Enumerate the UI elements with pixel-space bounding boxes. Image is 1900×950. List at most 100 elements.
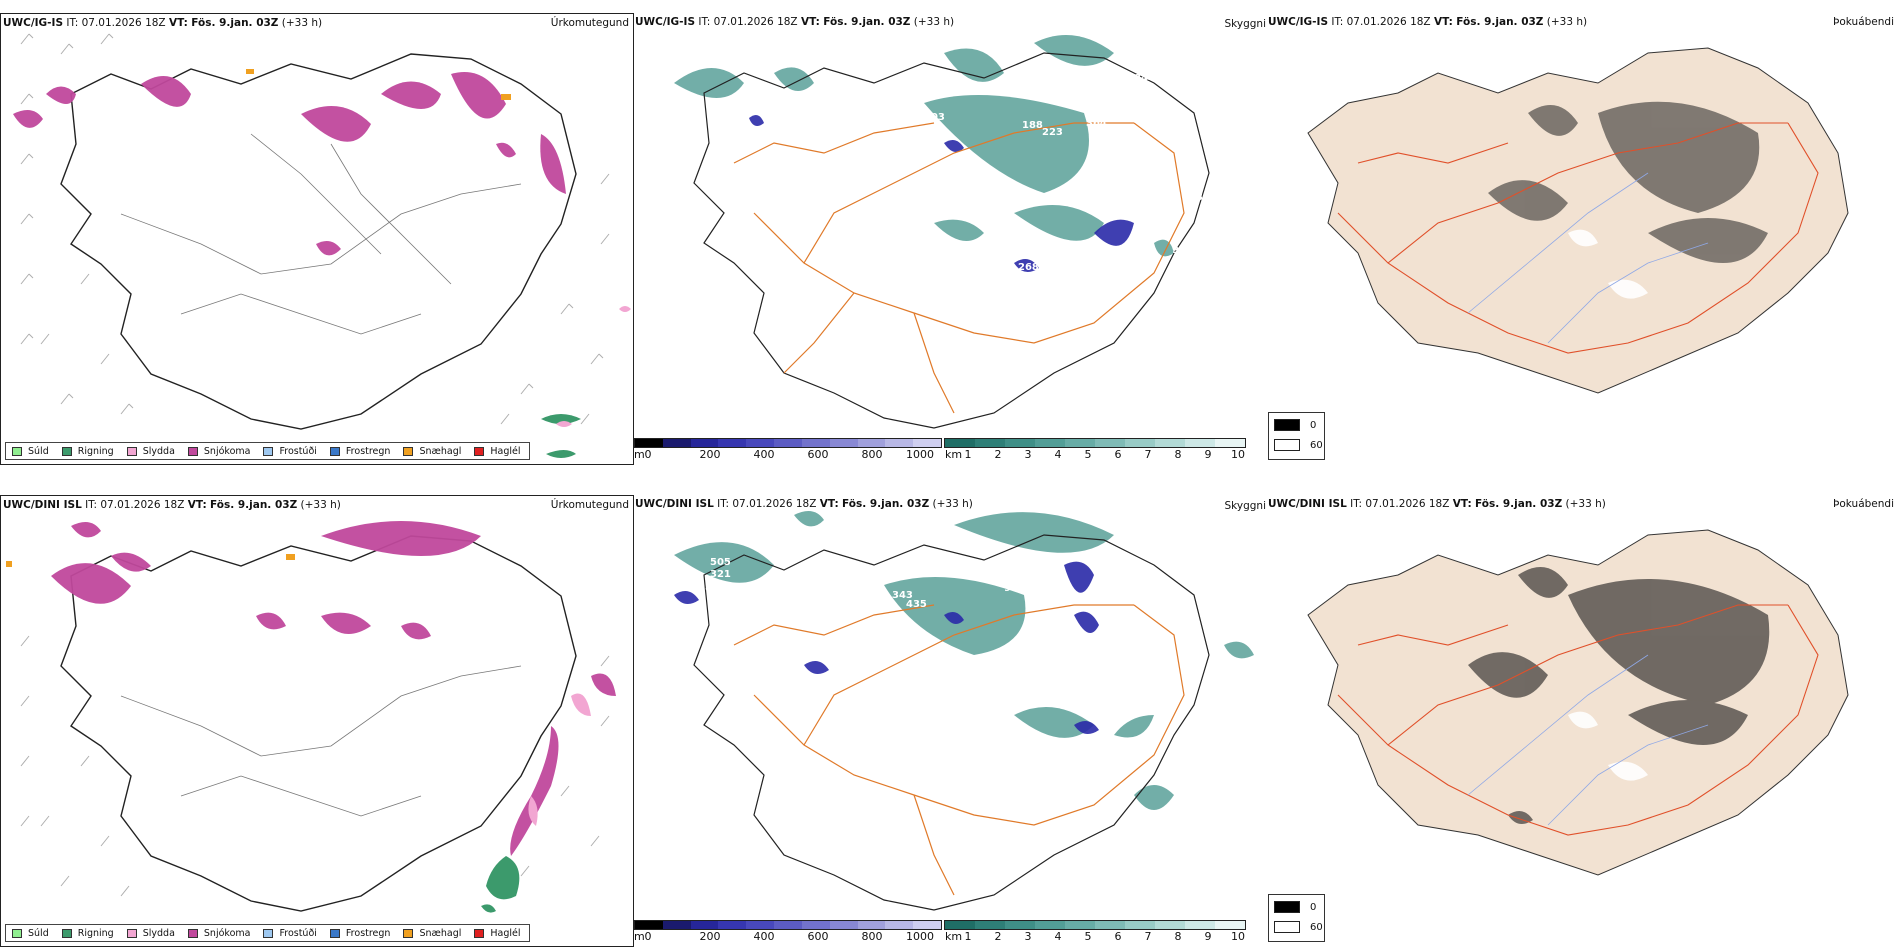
fog-panel-row1: UWC/IG-IS IT: 07.01.2026 18Z VT: Fös. 9.… bbox=[1268, 13, 1900, 465]
low-visibility-row1 bbox=[749, 114, 1134, 272]
vis-value: 95 bbox=[698, 582, 712, 593]
fog-map-row2 bbox=[1307, 529, 1849, 876]
vis-value: 80 bbox=[974, 195, 988, 206]
vt-label: VT: bbox=[168, 17, 188, 29]
it-label: IT: bbox=[1350, 498, 1363, 510]
visibility-m-colorbar bbox=[634, 438, 942, 448]
panel-header: UWC/DINI ISL IT: 07.01.2026 18Z VT: Fös.… bbox=[3, 499, 341, 511]
fog-swatch bbox=[1274, 921, 1300, 933]
colorbar-tick: 600 bbox=[807, 448, 829, 461]
snow-areas-row1 bbox=[13, 72, 566, 256]
vt-label: VT: bbox=[1452, 498, 1472, 510]
colorbar-cell bbox=[1005, 439, 1035, 447]
colorbar-cell bbox=[945, 439, 975, 447]
fog-roads-row1 bbox=[1337, 122, 1819, 354]
panel-title: Þokuábendi bbox=[1833, 16, 1894, 28]
colorbar-cell bbox=[746, 439, 775, 447]
vt-value: Fös. 9.jan. 03Z bbox=[210, 499, 298, 511]
legend-label: Slydda bbox=[142, 445, 175, 457]
colorbar-tick: 8 bbox=[1174, 448, 1182, 461]
legend-swatch bbox=[329, 928, 340, 938]
colorbar-cell bbox=[1065, 439, 1095, 447]
colorbar-tick: 7 bbox=[1144, 448, 1152, 461]
colorbar-tick: 5 bbox=[1084, 930, 1092, 943]
model-name: UWC/DINI ISL bbox=[3, 499, 82, 511]
colorbar-cell bbox=[1095, 439, 1125, 447]
colorbar-tick: 7 bbox=[1144, 930, 1152, 943]
vt-value: Fös. 9.jan. 03Z bbox=[823, 16, 911, 28]
colorbar-unit-m: m bbox=[634, 448, 645, 461]
model-name: UWC/DINI ISL bbox=[635, 498, 714, 510]
legend-label: Frostúði bbox=[279, 927, 317, 939]
visibility-km-colorbar bbox=[944, 438, 1246, 448]
colorbar-tick: 1 bbox=[964, 930, 972, 943]
it-label: IT: bbox=[717, 498, 730, 510]
fog-legend-item: 60 bbox=[1274, 921, 1323, 933]
iceland-land-row1 bbox=[1307, 47, 1849, 394]
vis-value: 209 bbox=[944, 248, 965, 259]
colorbar-tick: 800 bbox=[861, 930, 883, 943]
legend-item: Snjókoma bbox=[187, 928, 250, 939]
colorbar-tick: 3 bbox=[1024, 448, 1032, 461]
colorbar-tick: 6 bbox=[1114, 448, 1122, 461]
iceland-outline-row2 bbox=[60, 535, 577, 912]
legend-item: Frostúði bbox=[263, 446, 317, 457]
vis-value: 236 bbox=[732, 95, 753, 106]
legend-label: Slydda bbox=[142, 927, 175, 939]
legend-swatch bbox=[12, 928, 22, 938]
colorbar-cell bbox=[975, 921, 1005, 929]
colorbar-tick: 0 bbox=[644, 448, 652, 461]
colorbar-tick: 4 bbox=[1054, 448, 1062, 461]
vis-value: 188 bbox=[1022, 120, 1043, 131]
visibility-shading-row1 bbox=[674, 35, 1174, 257]
colorbar-tick: 400 bbox=[753, 930, 775, 943]
fog-legend: 0 60 bbox=[1268, 894, 1325, 942]
lead-time: (+33 h) bbox=[932, 498, 973, 510]
legend-label: Haglél bbox=[490, 927, 521, 939]
colorbar-cell bbox=[1035, 921, 1065, 929]
vis-value: 343 bbox=[892, 590, 913, 601]
colorbar-cell bbox=[662, 921, 691, 929]
vis-value: 98 bbox=[1234, 717, 1248, 728]
fog-shading-row1 bbox=[1488, 101, 1768, 263]
legend-label: Súld bbox=[28, 445, 49, 457]
colorbar-cell bbox=[1125, 439, 1155, 447]
colorbar-cell bbox=[718, 921, 747, 929]
colorbar-tick: 1 bbox=[964, 448, 972, 461]
colorbar-cell bbox=[1095, 921, 1125, 929]
vis-value: 527 bbox=[1181, 151, 1202, 162]
colorbar-cell bbox=[690, 439, 719, 447]
colorbar-tick: 10 bbox=[1231, 930, 1245, 943]
model-name: UWC/IG-IS bbox=[635, 16, 696, 28]
model-name: UWC/IG-IS bbox=[3, 17, 64, 29]
legend-swatch bbox=[187, 928, 198, 938]
lead-time: (+33 h) bbox=[913, 16, 955, 28]
legend-swatch bbox=[187, 446, 198, 456]
vt-value: Fös. 9.jan. 03Z bbox=[842, 498, 930, 510]
panel-header: UWC/IG-IS IT: 07.01.2026 18Z VT: Fös. 9.… bbox=[635, 16, 954, 28]
panel-title: Úrkomutegund bbox=[550, 17, 629, 29]
colorbar-cell bbox=[975, 439, 1005, 447]
it-value: 07.01.2026 18Z bbox=[713, 16, 798, 28]
fog-roads-row2 bbox=[1337, 604, 1819, 836]
vis-value: 393 bbox=[1157, 45, 1178, 56]
legend-item: Snæhagl bbox=[403, 928, 461, 939]
colorbar-tick: 400 bbox=[753, 448, 775, 461]
fog-value: 60 bbox=[1310, 439, 1323, 451]
legend-label: Frostregn bbox=[345, 927, 391, 939]
colorbar-cell bbox=[801, 439, 830, 447]
vis-value: 736 bbox=[1112, 93, 1133, 104]
colorbar-cell bbox=[857, 439, 886, 447]
vis-value: 364 bbox=[1086, 118, 1107, 129]
visibility-map-row1: 393 844 236 238 794 303 171 297 364 736 … bbox=[674, 35, 1210, 429]
colorbar-tick: 0 bbox=[644, 930, 652, 943]
legend-item: Snjókoma bbox=[187, 446, 250, 457]
vis-value: 238 bbox=[756, 90, 777, 101]
colorbar-unit-km: km bbox=[945, 930, 963, 943]
panel-header: UWC/IG-IS IT: 07.01.2026 18Z VT: Fös. 9.… bbox=[3, 17, 322, 29]
colorbar-tick: 800 bbox=[861, 448, 883, 461]
low-visibility-row2 bbox=[674, 561, 1099, 734]
colorbar-cell bbox=[1155, 439, 1185, 447]
colorbar-tick: 4 bbox=[1054, 930, 1062, 943]
fog-map-row1 bbox=[1307, 47, 1849, 394]
